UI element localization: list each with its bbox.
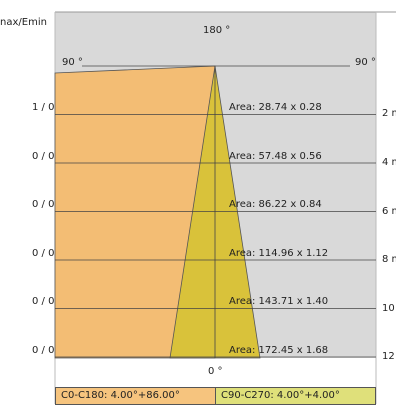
area-label: Area: 114.96 x 1.12	[229, 248, 328, 259]
ratio-label: 0 / 0	[32, 248, 54, 259]
distance-label: 4 m	[382, 157, 396, 168]
header-label: nax/Emin	[0, 17, 47, 28]
ratio-label: 0 / 0	[32, 345, 54, 356]
ratio-label: 0 / 0	[32, 296, 54, 307]
distance-label: 6 m	[382, 206, 396, 217]
right-angle-label: 90 °	[355, 57, 376, 68]
legend-c90: C90-C270: 4.00°+4.00°	[215, 387, 376, 405]
area-label: Area: 28.74 x 0.28	[229, 102, 322, 113]
bottom-angle-label: 0 °	[208, 366, 223, 377]
area-label: Area: 143.71 x 1.40	[229, 296, 328, 307]
area-label: Area: 57.48 x 0.56	[229, 151, 322, 162]
area-label: Area: 86.22 x 0.84	[229, 199, 322, 210]
distance-label: 2 m	[382, 108, 396, 119]
distance-label: 12	[382, 351, 395, 362]
left-angle-label: 90 °	[62, 57, 83, 68]
ratio-label: 0 / 0	[32, 151, 54, 162]
area-label: Area: 172.45 x 1.68	[229, 345, 328, 356]
top-angle-label: 180 °	[203, 25, 230, 36]
distance-label: 8 m	[382, 254, 396, 265]
legend-c0: C0-C180: 4.00°+86.00°	[55, 387, 216, 405]
distance-label: 10	[382, 303, 395, 314]
ratio-label: 1 / 0	[32, 102, 54, 113]
ratio-label: 0 / 0	[32, 199, 54, 210]
